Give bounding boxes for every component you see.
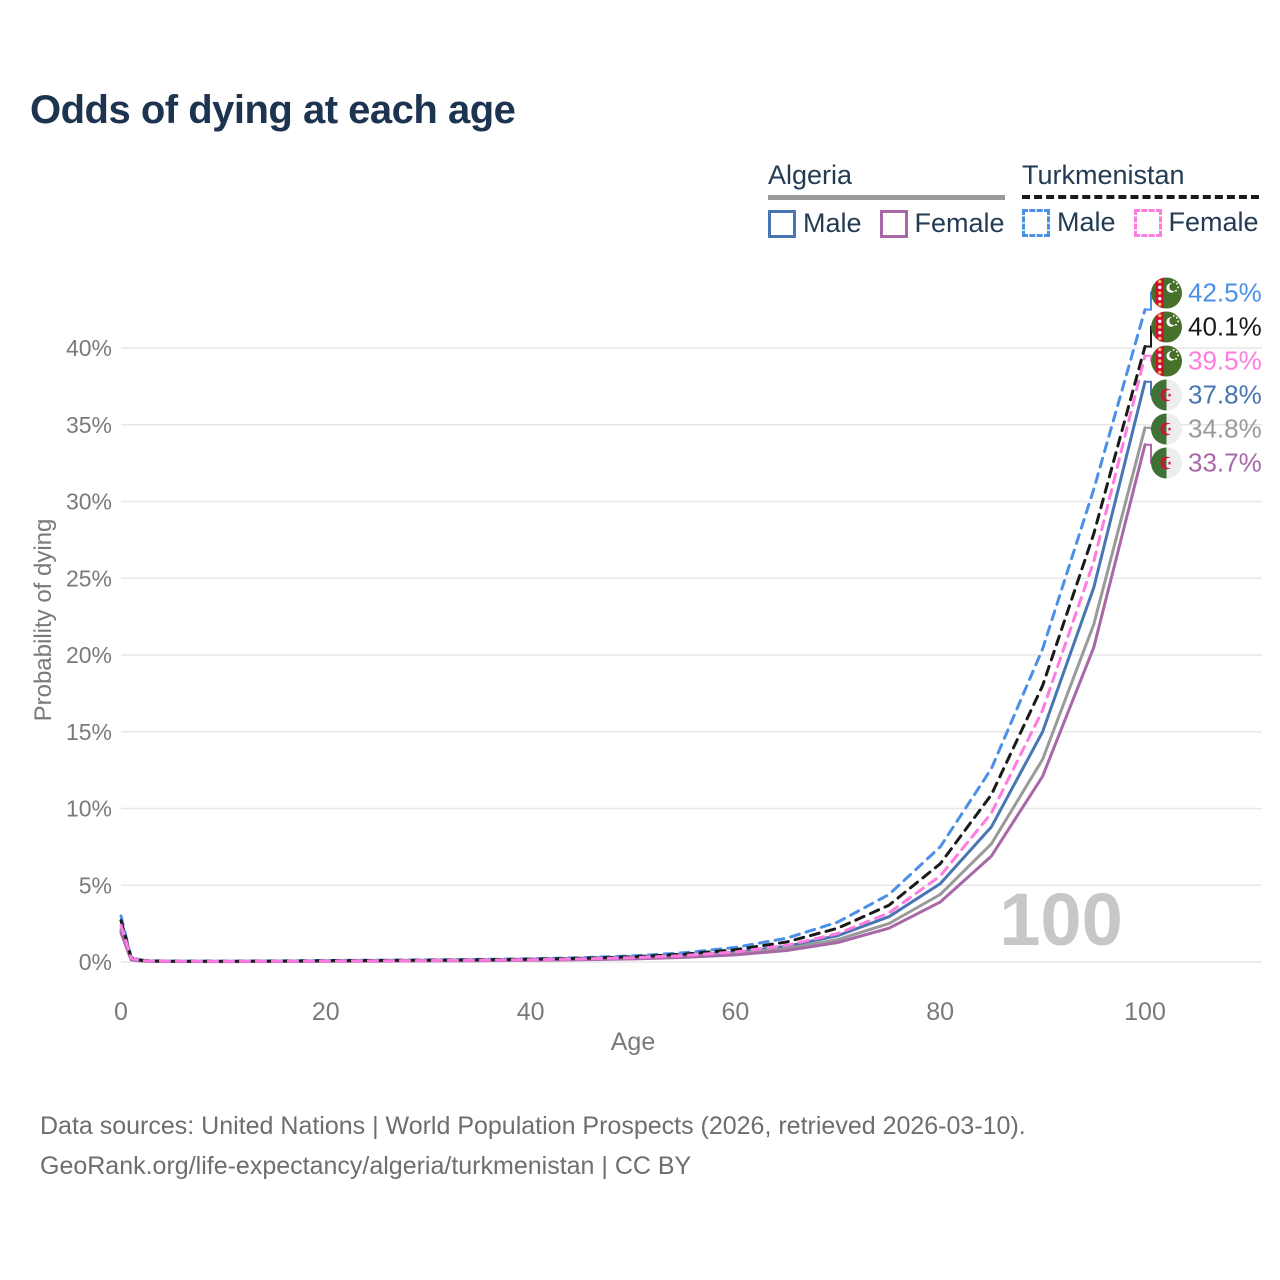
y-axis-title: Probability of dying (30, 518, 57, 722)
y-tick-label: 5% (79, 872, 112, 898)
end-label-algeria-female: 33.7% (1151, 447, 1262, 478)
legend-label: Male (1057, 207, 1116, 237)
x-tick-label: 40 (517, 998, 545, 1026)
age-watermark: 100 (999, 878, 1122, 961)
algeria-flag-icon (1151, 413, 1182, 444)
turkmenistan-flag-icon (1151, 277, 1182, 308)
legend-item-turkmenistan-male[interactable]: Male (1022, 207, 1116, 238)
end-label-algeria-both: 34.8% (1151, 413, 1262, 444)
algeria-flag-icon (1151, 447, 1182, 478)
data-sources-line: Data sources: United Nations | World Pop… (40, 1112, 1026, 1140)
end-value-label: 34.8% (1188, 413, 1262, 444)
series-line-algeria-female (119, 443, 1147, 964)
x-tick-label: 0 (114, 998, 128, 1026)
turkmenistan-flag-icon (1151, 345, 1182, 376)
y-tick-label: 10% (66, 796, 112, 822)
x-tick-label: 80 (926, 998, 954, 1026)
x-tick-label: 100 (1124, 998, 1166, 1026)
y-tick-label: 15% (66, 719, 112, 745)
algeria-female-swatch (879, 209, 908, 238)
legend-group-turkmenistan: Turkmenistan Male Female (1022, 160, 1259, 238)
turkmenistan-line-style-sample (1022, 195, 1259, 199)
legend-label: Female (1168, 207, 1259, 237)
footer-attribution: Data sources: United Nations | World Pop… (40, 1106, 1026, 1186)
y-tick-label: 35% (66, 412, 112, 438)
algeria-flag-icon (1151, 379, 1182, 410)
turkmenistan-male-swatch (1022, 208, 1050, 237)
end-value-label: 40.1% (1188, 311, 1262, 342)
legend-label: Male (803, 208, 862, 238)
legend-item-turkmenistan-female[interactable]: Female (1133, 207, 1259, 238)
x-axis-title: Age (610, 1028, 656, 1056)
page-title: Odds of dying at each age (30, 88, 516, 132)
end-value-label: 33.7% (1188, 447, 1262, 478)
y-tick-label: 0% (79, 949, 112, 975)
end-label-turkmenistan-female: 39.5% (1151, 345, 1262, 376)
x-tick-label: 60 (721, 998, 749, 1026)
x-tick-label: 20 (312, 998, 340, 1026)
algeria-line-style-sample (768, 195, 1005, 200)
legend-item-algeria-male[interactable]: Male (768, 208, 862, 239)
legend-label: Female (914, 208, 1005, 238)
turkmenistan-flag-icon (1151, 311, 1182, 342)
legend-item-algeria-female[interactable]: Female (879, 208, 1005, 239)
y-tick-label: 20% (66, 642, 112, 668)
y-tick-label: 25% (66, 565, 112, 591)
series-line-algeria-both (119, 426, 1147, 963)
legend-group-algeria: Algeria Male Female (768, 160, 1005, 239)
end-value-label: 39.5% (1188, 345, 1262, 376)
end-value-label: 37.8% (1188, 379, 1262, 410)
algeria-male-swatch (768, 209, 796, 238)
y-tick-label: 40% (66, 335, 112, 361)
end-label-turkmenistan-male: 42.5% (1151, 277, 1262, 308)
series-line-turkmenistan-female (119, 354, 1147, 963)
license-line: GeoRank.org/life-expectancy/algeria/turk… (40, 1152, 692, 1180)
end-label-algeria-male: 37.8% (1151, 379, 1262, 410)
series-line-turkmenistan-both (119, 345, 1147, 963)
legend-country-turkmenistan: Turkmenistan (1022, 160, 1185, 190)
legend-country-algeria: Algeria (768, 160, 853, 190)
end-label-turkmenistan-both: 40.1% (1151, 311, 1262, 342)
turkmenistan-female-swatch (1133, 208, 1162, 237)
series-line-turkmenistan-male (119, 308, 1147, 963)
series-line-algeria-male (119, 380, 1147, 963)
end-value-label: 42.5% (1188, 277, 1262, 308)
y-tick-label: 30% (66, 489, 112, 515)
